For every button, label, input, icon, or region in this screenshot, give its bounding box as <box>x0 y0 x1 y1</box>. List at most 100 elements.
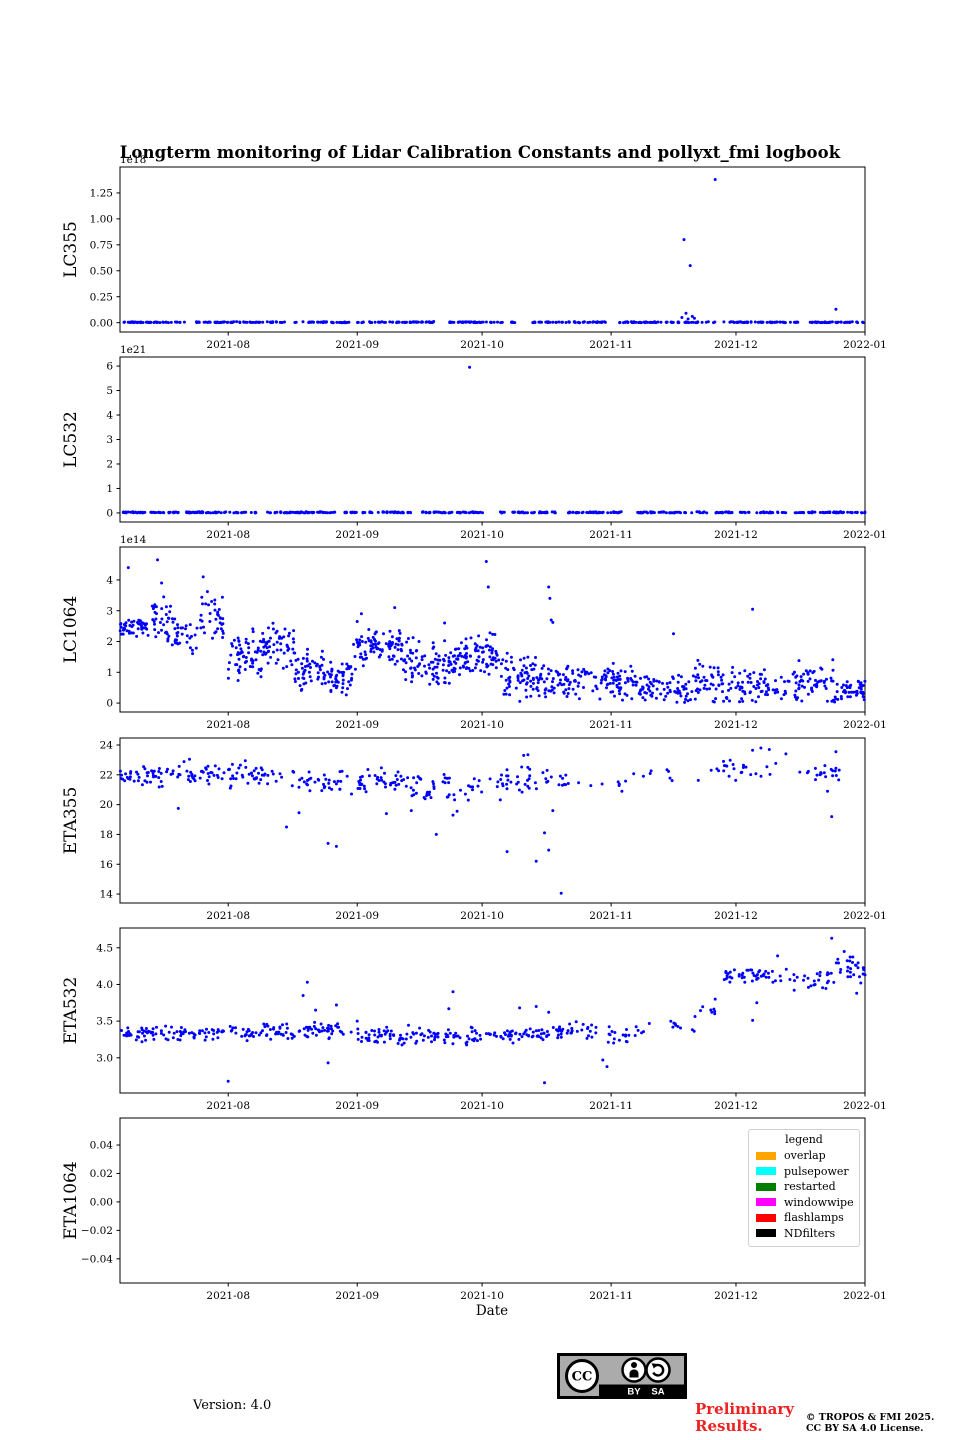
y-axis-label: ETA1064 <box>61 1161 81 1239</box>
y-tick-label: 4.0 <box>96 979 113 991</box>
x-tick-label: 2022-01 <box>843 529 887 541</box>
x-tick-label: 2021-12 <box>714 1290 758 1302</box>
legend-box: legend overlap pulsepower restarted wind… <box>748 1129 860 1247</box>
x-tick-label: 2022-01 <box>843 1290 887 1302</box>
y-tick-label: 22 <box>100 769 113 781</box>
subplot-eta532: 3.0 3.5 4.0 4.5 2021-08 2021-09 2021-10 2021-11… <box>61 927 887 1112</box>
x-tick-label: 2022-01 <box>843 339 887 351</box>
y-tick-label: 20 <box>100 799 113 811</box>
flashlamps-swatch <box>756 1213 776 1222</box>
x-tick-label: 2021-08 <box>206 1100 250 1112</box>
overlap-swatch <box>756 1151 776 1160</box>
x-tick-label: 2021-11 <box>589 339 633 351</box>
cc-badge-strip <box>599 1384 686 1398</box>
y-tick-label: 0.25 <box>90 291 113 303</box>
x-tick-label: 2022-01 <box>843 719 887 731</box>
sa-arrow-arc <box>652 1363 665 1377</box>
cc-logo-icon <box>565 1359 599 1393</box>
restarted-swatch <box>756 1182 776 1191</box>
sa-arrow-head <box>651 1363 658 1369</box>
y-tick-label: 0.75 <box>90 239 113 251</box>
axes-box <box>119 356 866 523</box>
x-tick-label: 2021-09 <box>335 339 379 351</box>
x-tick-label: 2021-12 <box>714 529 758 541</box>
windowwipe-swatch <box>756 1198 776 1207</box>
by-person-head <box>631 1362 637 1368</box>
cc-by-label: BY <box>627 1387 641 1398</box>
y-tick-label: −0.04 <box>81 1253 113 1265</box>
legend-item-windowwipe: windowwipe <box>756 1195 854 1211</box>
x-tick-label: 2021-12 <box>714 719 758 731</box>
y-tick-label: 3 <box>106 605 113 617</box>
x-tick-label: 2021-08 <box>206 719 250 731</box>
x-tick-label: 2021-10 <box>460 719 504 731</box>
figure-title: Longterm monitoring of Lidar Calibration… <box>119 143 841 162</box>
y-tick-label: 3.0 <box>96 1052 113 1064</box>
y-tick-label: 1.00 <box>90 213 113 225</box>
cc-by-sa-badge: CC BY SA <box>557 1353 687 1399</box>
legend-label: flashlamps <box>784 1211 844 1225</box>
x-tick-label: 2021-08 <box>206 910 250 922</box>
legend-item-restarted: restarted <box>756 1179 852 1195</box>
legend-label: NDfilters <box>784 1226 836 1240</box>
axes-box <box>119 166 866 333</box>
y-axis-label: LC355 <box>61 221 81 278</box>
x-tick-label: 2021-12 <box>714 339 758 351</box>
x-tick-label: 2021-08 <box>206 339 250 351</box>
legend-item-overlap: overlap <box>756 1148 852 1164</box>
ndfilters-swatch <box>756 1229 776 1238</box>
y-axis-label: LC532 <box>61 411 81 468</box>
legend-title: legend <box>785 1133 823 1146</box>
legend-label: restarted <box>784 1180 836 1194</box>
scatter-points <box>120 936 867 1085</box>
y-tick-label: 1.25 <box>90 188 113 200</box>
sa-arrow-icon <box>645 1357 671 1383</box>
y-tick-label: 0 <box>106 508 113 520</box>
scatter-points <box>122 178 865 325</box>
cc-sa-label: SA <box>651 1387 664 1398</box>
y-tick-label: 0.00 <box>90 317 113 329</box>
subplot-eta355: 14 16 18 20 22 24 2021-08 2021-09 2021-10 2021-11… <box>61 737 887 922</box>
y-tick-label: 18 <box>100 829 113 841</box>
copyright-text: © TROPOS & FMI 2025. CC BY SA 4.0 Licens… <box>806 1412 934 1434</box>
x-tick-label: 2021-12 <box>714 1100 758 1112</box>
y-tick-label: 14 <box>100 889 114 901</box>
y-axis-label: LC1064 <box>61 596 81 664</box>
subplot-lc1064: 0 1 2 3 4 2021-08 2021-09 2021-10 2021-11 2021-12… <box>61 534 887 731</box>
y-tick-label: 2 <box>106 636 113 648</box>
y-tick-label: 0.04 <box>90 1140 114 1152</box>
x-tick-label: 2021-10 <box>460 1290 504 1302</box>
x-tick-label: 2021-08 <box>206 1290 250 1302</box>
y-tick-label: 1 <box>106 483 113 495</box>
axes-box <box>119 737 866 904</box>
legend-label: overlap <box>784 1149 826 1163</box>
y-tick-label: 0.00 <box>90 1197 113 1209</box>
subplot-lc355: 0.00 0.25 0.50 0.75 1.00 1.25 2021-08 2021-09 20… <box>61 154 887 351</box>
x-tick-label: 2021-09 <box>335 719 379 731</box>
axis-scale-label: 1e21 <box>120 344 146 356</box>
copyright-line1: © TROPOS & FMI 2025. <box>806 1412 935 1423</box>
y-tick-label: 0 <box>106 698 113 710</box>
cc-logo-text: CC <box>572 1370 593 1385</box>
axis-scale-label: 1e14 <box>120 534 147 546</box>
y-tick-label: 4 <box>106 575 113 587</box>
preliminary-line1: Preliminary <box>695 1400 794 1418</box>
preliminary-results-text: Preliminary Results. <box>695 1401 794 1435</box>
legend-item-pulsepower: pulsepower <box>756 1164 852 1180</box>
x-tick-label: 2021-09 <box>335 1290 379 1302</box>
subplot-eta1064: −0.04 −0.02 0.00 0.02 0.04 2021-08 2021-09 2021… <box>61 1117 887 1302</box>
scatter-points <box>118 558 867 704</box>
y-axis-label: ETA532 <box>61 977 81 1045</box>
y-tick-label: 0.02 <box>90 1168 113 1180</box>
scatter-points <box>118 746 841 895</box>
x-tick-label: 2021-10 <box>460 339 504 351</box>
x-tick-label: 2021-09 <box>335 529 379 541</box>
x-tick-label: 2021-09 <box>335 1100 379 1112</box>
y-tick-label: 24 <box>100 740 114 752</box>
preliminary-line2: Results. <box>695 1417 763 1435</box>
x-tick-label: 2021-10 <box>460 910 504 922</box>
x-tick-label: 2021-10 <box>460 529 504 541</box>
x-tick-label: 2022-01 <box>843 910 887 922</box>
